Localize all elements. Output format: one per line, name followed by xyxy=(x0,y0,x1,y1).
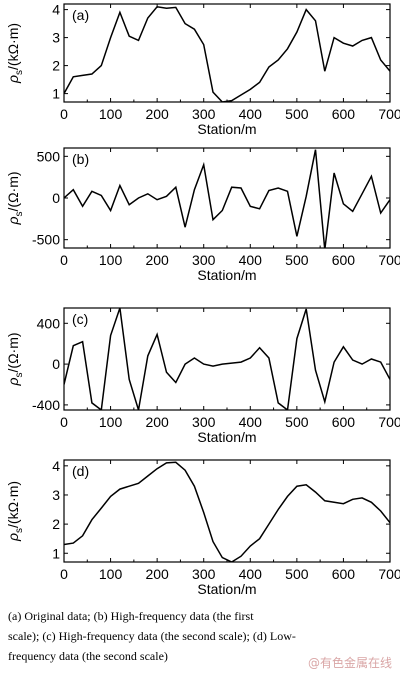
y-tick-label: 500 xyxy=(37,148,61,164)
watermark-text: @有色金属在线 xyxy=(307,656,392,670)
caption-line-1: (a) Original data; (b) High-frequency da… xyxy=(8,609,254,623)
x-tick-label: 400 xyxy=(239,566,263,582)
panel-label: (b) xyxy=(72,151,89,167)
y-axis-label-unit: /(kΩ·m) xyxy=(5,481,21,528)
series-line-1 xyxy=(64,5,390,102)
y-axis-label: ρs/(kΩ·m) xyxy=(5,481,25,542)
chart-panel-4: 0 100 200 300 400 500 600 700 1 2 3 4 Station/m ρs/(k… xyxy=(5,458,400,597)
x-tick-label: 0 xyxy=(60,106,68,122)
series-line-1 xyxy=(64,461,390,562)
x-tick-label: 0 xyxy=(60,566,68,582)
x-tick-label: 700 xyxy=(378,566,400,582)
x-tick-label: 400 xyxy=(239,414,263,430)
y-axis-label: ρs/(Ω·m) xyxy=(5,171,25,225)
y-axis-label-symbol: ρ xyxy=(5,75,21,84)
chart-panel-2: 0 100 200 300 400 500 600 7005000-500Station/mρ… xyxy=(5,147,400,283)
y-tick-label: -500 xyxy=(32,232,60,248)
x-tick-label: 100 xyxy=(99,414,123,430)
x-tick-label: 0 xyxy=(60,252,68,268)
x-tick-label: 200 xyxy=(145,414,169,430)
x-tick-label: 600 xyxy=(332,106,356,122)
x-tick-label: 100 xyxy=(99,106,123,122)
caption-line-3: frequency data (the second scale) xyxy=(8,649,168,663)
y-axis-label-symbol: ρ xyxy=(5,377,21,386)
x-axis-label: Station/m xyxy=(197,267,256,283)
x-tick-label: 200 xyxy=(145,106,169,122)
x-tick-label: 300 xyxy=(192,252,216,268)
y-tick-label: 400 xyxy=(37,315,61,331)
x-tick-label: 300 xyxy=(192,106,216,122)
plot-frame xyxy=(63,307,391,411)
y-axis-label-unit: /(Ω·m) xyxy=(5,332,21,372)
x-axis-label: Station/m xyxy=(197,429,256,445)
x-tick-label: 400 xyxy=(239,252,263,268)
y-axis-label-subscript: s xyxy=(14,70,25,75)
y-tick-label: 2 xyxy=(52,58,60,74)
x-tick-label: 600 xyxy=(332,252,356,268)
y-tick-label: 3 xyxy=(52,30,60,46)
x-tick-label: 600 xyxy=(332,566,356,582)
x-tick-label: 500 xyxy=(285,414,309,430)
y-tick-label: 4 xyxy=(52,2,60,18)
y-tick-label: 2 xyxy=(52,516,60,532)
x-tick-label: 700 xyxy=(378,252,400,268)
series-line-1 xyxy=(64,149,390,248)
x-axis-label: Station/m xyxy=(197,581,256,597)
x-tick-label: 100 xyxy=(99,566,123,582)
y-axis-label-unit: /(kΩ·m) xyxy=(5,23,21,70)
x-tick-label: 400 xyxy=(239,106,263,122)
panel-label: (c) xyxy=(72,311,88,327)
x-tick-label: 700 xyxy=(378,106,400,122)
figure-caption: (a) Original data; (b) High-frequency da… xyxy=(8,606,394,666)
y-tick-label: 0 xyxy=(52,356,60,372)
y-axis-label-subscript: s xyxy=(14,372,25,377)
plot-frame xyxy=(63,3,391,103)
y-tick-label: 0 xyxy=(52,190,60,206)
x-tick-label: 700 xyxy=(378,414,400,430)
x-axis-label: Station/m xyxy=(197,121,256,137)
x-tick-label: 600 xyxy=(332,414,356,430)
y-tick-label: 1 xyxy=(52,86,60,102)
plot-frame xyxy=(63,459,391,563)
y-tick-label: -400 xyxy=(32,397,60,413)
charts-figure: 0 100 200 300 400 500 600 7001234Station/mρs/(k… xyxy=(5,2,400,597)
y-axis-label: ρs/(kΩ·m) xyxy=(5,23,25,84)
x-tick-label: 200 xyxy=(145,566,169,582)
y-axis-label-symbol: ρ xyxy=(5,533,21,542)
x-tick-label: 500 xyxy=(285,252,309,268)
y-axis-label-subscript: s xyxy=(14,528,25,533)
x-tick-label: 300 xyxy=(192,566,216,582)
y-axis-label: ρs/(Ω·m) xyxy=(5,332,25,386)
chart-panel-3: 0 100 200 300 400 500 600 7004000-400Station/mρ… xyxy=(5,307,400,445)
y-tick-label: 4 xyxy=(52,458,60,474)
y-axis-label-symbol: ρ xyxy=(5,216,21,225)
x-tick-label: 500 xyxy=(285,566,309,582)
caption-line-2: scale); (c) High-frequency data (the sec… xyxy=(8,629,296,643)
x-tick-label: 100 xyxy=(99,252,123,268)
x-tick-label: 0 xyxy=(60,414,68,430)
y-tick-label: 1 xyxy=(52,545,60,561)
x-tick-label: 200 xyxy=(145,252,169,268)
series-line-1 xyxy=(64,308,390,410)
y-axis-label-subscript: s xyxy=(14,211,25,216)
panel-label: (a) xyxy=(72,7,89,23)
chart-panel-1: 0 100 200 300 400 500 600 700 1 2 3 4 Station/m ρs/(k… xyxy=(5,2,400,137)
y-axis-label-unit: /(Ω·m) xyxy=(5,171,21,211)
panel-label: (d) xyxy=(72,463,89,479)
x-tick-label: 300 xyxy=(192,414,216,430)
x-tick-label: 500 xyxy=(285,106,309,122)
y-tick-label: 3 xyxy=(52,487,60,503)
